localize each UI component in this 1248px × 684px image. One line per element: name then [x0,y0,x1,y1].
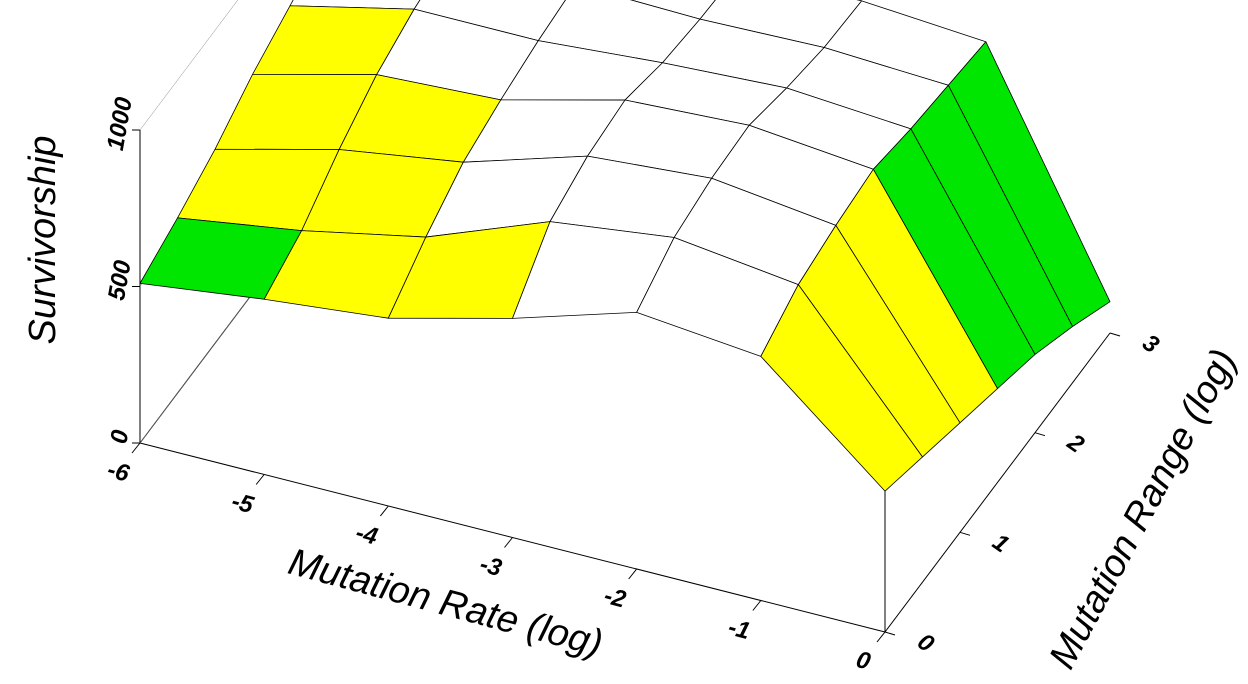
y-tick [1109,332,1121,337]
z-axis-title: Survivorship [22,135,64,344]
y-axis-title: Mutation Range (log) [1041,343,1245,676]
y-tick-label: 3 [1137,329,1164,359]
grid-line [139,0,239,131]
x-tick [628,568,638,580]
x-tick [255,474,265,485]
z-tick-label: 0 [105,427,134,445]
y-tick-label: 1 [987,528,1013,558]
x-tick-label: 0 [853,646,874,676]
y-tick-label: 2 [1062,428,1090,459]
z-tick-label: 500 [103,258,137,303]
x-tick-label: -2 [601,582,629,614]
x-axis-title: Mutation Rate (log) [284,541,607,665]
x-tick [752,600,762,611]
y-tick [1034,432,1046,437]
y-tick [959,531,971,536]
x-tick [876,631,886,643]
z-tick-label: 1000 [102,95,138,153]
surface-patch [760,284,923,492]
surface [139,0,1111,492]
y-axis-line [884,332,1111,633]
x-tick-label: -4 [353,519,381,551]
x-tick [131,442,141,454]
y-tick-label: 0 [912,628,939,658]
y-tick [884,631,896,636]
x-tick [504,537,513,548]
x-tick-label: -1 [725,614,753,646]
x-tick [379,505,389,517]
axes [131,0,1121,643]
x-tick-label: -3 [477,551,505,583]
x-tick-label: -5 [229,488,257,520]
x-tick-label: -6 [104,456,132,488]
